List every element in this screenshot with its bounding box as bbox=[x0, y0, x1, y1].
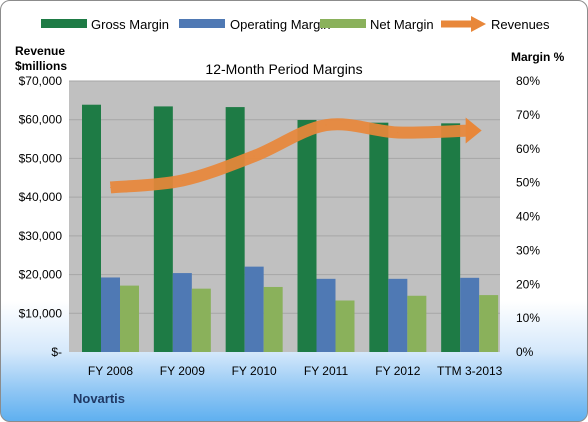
bar-operating-margin-fy-2011 bbox=[316, 278, 336, 352]
left-tick-label: $10,000 bbox=[19, 306, 63, 320]
right-tick-label: 0% bbox=[516, 345, 534, 359]
bar-net-margin-fy-2010 bbox=[263, 286, 283, 352]
x-axis-ticks: FY 2008 FY 2009 FY 2010 FY 2011 FY 2012 TTM 3… bbox=[88, 364, 503, 378]
bar-operating-margin-fy-2010 bbox=[244, 266, 264, 352]
x-tick-label: FY 2011 bbox=[304, 364, 349, 378]
left-tick-label: $60,000 bbox=[19, 113, 63, 127]
legend-label-gross-margin: Gross Margin bbox=[91, 17, 169, 32]
plot-area bbox=[69, 81, 500, 352]
revenue-point-fy-2008 bbox=[110, 186, 111, 188]
left-axis-ticks: $- $10,000 $20,000 $30,000 $40,000 $50,000 $60… bbox=[19, 74, 63, 359]
gridlines bbox=[69, 80, 500, 314]
bar-net-margin-fy-2009 bbox=[191, 288, 211, 352]
revenue-point-fy-2011 bbox=[325, 124, 327, 126]
chart-title: 12-Month Period Margins bbox=[205, 61, 362, 77]
left-tick-label: $70,000 bbox=[19, 74, 63, 88]
bar-gross-margin-fy-2011 bbox=[297, 119, 317, 352]
bar-operating-margin-fy-2009 bbox=[172, 273, 192, 352]
right-tick-label: 10% bbox=[516, 311, 540, 325]
right-tick-label: 50% bbox=[516, 176, 540, 190]
bar-gross-margin-fy-2008 bbox=[82, 104, 101, 353]
revenue-point-fy-2012 bbox=[397, 131, 399, 133]
legend-swatch-gross-margin bbox=[41, 19, 87, 28]
right-tick-label: 30% bbox=[516, 243, 540, 257]
bar-gross-margin-fy-2009 bbox=[153, 106, 173, 352]
bar-gross-margin-ttm-3-2013 bbox=[441, 123, 461, 352]
left-axis-title-line1: Revenue bbox=[15, 44, 65, 58]
company-name: Novartis bbox=[73, 391, 125, 406]
left-axis-title-line2: $millions bbox=[15, 59, 67, 73]
revenue-point-fy-2009 bbox=[181, 179, 183, 181]
revenue-line bbox=[109, 118, 470, 194]
right-tick-label: 20% bbox=[516, 277, 540, 291]
legend-swatch-net-margin bbox=[320, 19, 366, 28]
x-tick-label: FY 2012 bbox=[375, 364, 420, 378]
legend-label-net-margin: Net Margin bbox=[370, 17, 434, 32]
revenue-point-fy-2010 bbox=[253, 155, 255, 157]
bar-net-margin-fy-2008 bbox=[120, 285, 139, 352]
x-tick-label: FY 2009 bbox=[160, 364, 205, 378]
bar-operating-margin-fy-2008 bbox=[101, 277, 120, 352]
legend-swatch-revenues bbox=[441, 16, 486, 32]
legend-label-operating-margin: Operating Margin bbox=[230, 17, 330, 32]
left-tick-label: $50,000 bbox=[19, 151, 63, 165]
revenue-line-arrowhead bbox=[465, 117, 482, 144]
right-axis-ticks: 0% 10% 20% 30% 40% 50% 60% 70% 80% bbox=[516, 74, 540, 359]
left-tick-label: $20,000 bbox=[19, 268, 63, 282]
right-tick-label: 60% bbox=[516, 142, 540, 156]
x-tick-label: FY 2008 bbox=[88, 364, 133, 378]
bar-operating-margin-fy-2012 bbox=[388, 278, 408, 352]
legend-swatch-operating-margin bbox=[179, 19, 225, 28]
bars bbox=[82, 104, 499, 353]
x-tick-label: FY 2010 bbox=[232, 364, 277, 378]
bar-net-margin-fy-2011 bbox=[335, 300, 355, 352]
right-tick-label: 80% bbox=[516, 74, 540, 88]
right-tick-label: 70% bbox=[516, 108, 540, 122]
left-tick-label: $- bbox=[51, 345, 62, 359]
right-tick-label: 40% bbox=[516, 210, 540, 224]
revenue-line-group bbox=[109, 117, 482, 194]
bar-net-margin-ttm-3-2013 bbox=[479, 295, 499, 352]
legend: Gross Margin Operating Margin Net Margin… bbox=[41, 16, 550, 32]
bar-operating-margin-ttm-3-2013 bbox=[460, 277, 480, 352]
left-tick-label: $30,000 bbox=[19, 229, 63, 243]
right-axis-title: Margin % bbox=[511, 50, 565, 64]
x-tick-label: TTM 3-2013 bbox=[437, 364, 503, 378]
left-tick-label: $40,000 bbox=[19, 190, 63, 204]
bar-gross-margin-fy-2012 bbox=[369, 122, 389, 352]
legend-label-revenues: Revenues bbox=[491, 17, 550, 32]
bar-gross-margin-fy-2010 bbox=[225, 107, 245, 353]
bar-net-margin-fy-2012 bbox=[407, 295, 427, 352]
